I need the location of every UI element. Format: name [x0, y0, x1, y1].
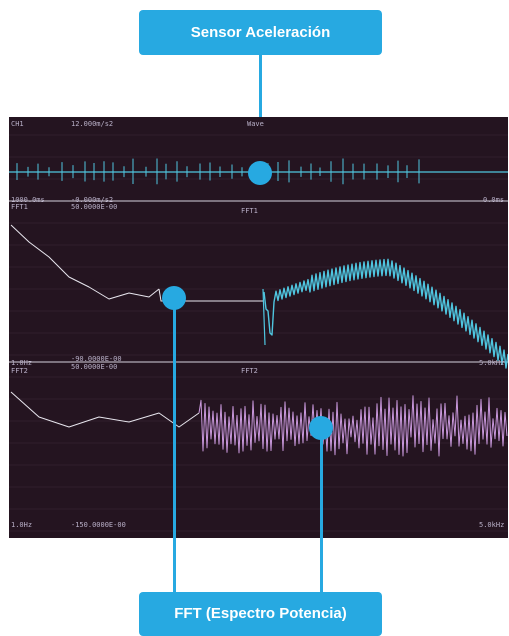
panel1-offset: -0.000m/s2: [71, 196, 114, 204]
analyzer-screen: CH1 12.000m/s2 Wave 1000.0ms -0.000m/s2 …: [9, 117, 508, 538]
panel3-scale: 50.0000E-00: [71, 363, 118, 371]
panel2-mode: FFT1: [241, 207, 258, 215]
panel1-mode: Wave: [247, 120, 264, 128]
connector-fft2: [320, 428, 323, 592]
panel2-freq-start: 1.0Hz: [11, 359, 33, 367]
panel2-channel: FFT1: [11, 203, 28, 211]
fft1-trace-high: [263, 258, 508, 369]
fft1-notch: [262, 288, 266, 346]
marker-sensor: [248, 161, 272, 185]
panel3-channel: FFT2: [11, 367, 28, 375]
panel3-freq-end: 5.0kHz: [479, 521, 505, 529]
panel2-freq-end: 5.0kHz: [479, 359, 505, 367]
panel2-min: -90.0000E-00: [71, 355, 122, 363]
callout-sensor-label: Sensor Aceleración: [139, 10, 382, 55]
panel1-channel: CH1: [11, 120, 24, 128]
panel3-freq-start: 1.0Hz: [11, 521, 33, 529]
callout-fft-label: FFT (Espectro Potencia): [139, 592, 382, 636]
trace-canvas: [9, 134, 508, 532]
panel1-scale: 12.000m/s2: [71, 120, 114, 128]
fft2-trace-high: [198, 395, 508, 457]
panel1-time-start: 1000.0ms: [11, 196, 45, 204]
fft1-trace-low: [10, 224, 160, 300]
panel3-min: -150.0000E-00: [71, 521, 126, 529]
marker-fft1: [162, 286, 186, 310]
connector-fft1: [173, 298, 176, 592]
panel2-scale: 50.0000E-00: [71, 203, 118, 211]
marker-fft2: [309, 416, 333, 440]
connector-top: [259, 55, 262, 173]
panel1-time-end: 0.0ms: [483, 196, 505, 204]
panel3-mode: FFT2: [241, 367, 258, 375]
fft2-trace-low: [10, 391, 200, 428]
